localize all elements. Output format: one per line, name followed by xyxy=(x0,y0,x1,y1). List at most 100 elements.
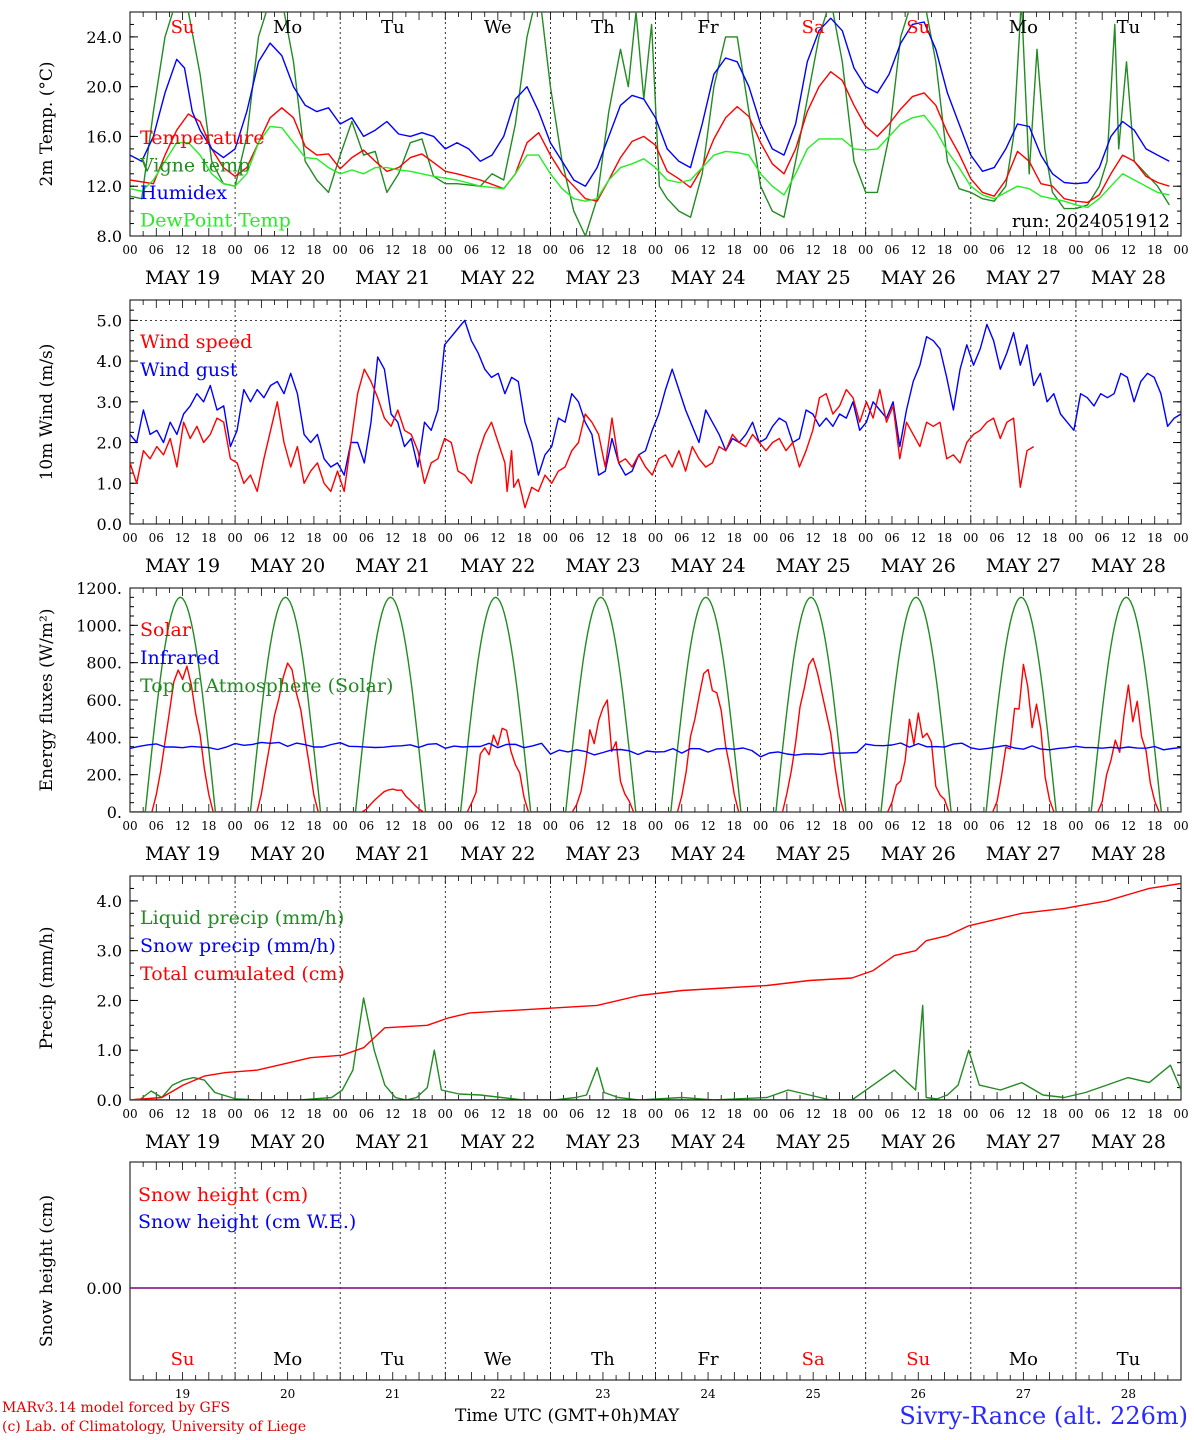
hour-tick-label: 12 xyxy=(700,531,715,545)
date-label: MAY 26 xyxy=(881,843,956,865)
hour-tick-label: 06 xyxy=(359,819,374,833)
panel-1: 8.0 12.0 16.0 20.0 24.0 2m Temp. (°C) 00 06 12 18… xyxy=(37,11,1189,289)
hour-tick-label: 06 xyxy=(674,531,689,545)
hour-tick-label: 00 xyxy=(543,243,558,257)
hour-tick-label: 06 xyxy=(149,531,164,545)
hour-tick-label: 18 xyxy=(832,531,847,545)
y-tick-label: 2.0 xyxy=(97,434,122,453)
date-label: MAY 19 xyxy=(145,1131,220,1153)
date-label: MAY 21 xyxy=(355,1131,430,1153)
hour-tick-label: 00 xyxy=(858,1107,873,1121)
hour-tick-label: 18 xyxy=(201,531,216,545)
weekday-label: Th xyxy=(591,17,615,38)
date-label: MAY 22 xyxy=(460,843,535,865)
hour-tick-label: 18 xyxy=(201,1107,216,1121)
y-tick-label: 3.0 xyxy=(97,393,122,412)
hour-tick-label: 00 xyxy=(1068,819,1083,833)
hour-tick-label: 00 xyxy=(648,819,663,833)
hour-tick-label: 06 xyxy=(779,531,794,545)
hour-tick-label: 12 xyxy=(595,243,610,257)
y-tick-label: 200. xyxy=(86,766,122,785)
y-axis-label: Precip (mm/h) xyxy=(37,926,57,1049)
date-label: MAY 21 xyxy=(355,555,430,577)
hour-tick-label: 06 xyxy=(989,819,1004,833)
date-label: MAY 20 xyxy=(250,555,325,577)
y-axis-label: 2m Temp. (°C) xyxy=(37,61,57,186)
date-label: MAY 25 xyxy=(776,1131,851,1153)
hour-tick-label: 12 xyxy=(1016,1107,1031,1121)
weekday-label: Mo xyxy=(1009,17,1038,38)
y-tick-label: 24.0 xyxy=(86,28,122,47)
weekday-label: Mo xyxy=(273,1349,302,1370)
hour-tick-label: 00 xyxy=(1068,531,1083,545)
date-label: MAY 20 xyxy=(250,843,325,865)
date-label: MAY 19 xyxy=(145,267,220,289)
hour-tick-label: 18 xyxy=(832,1107,847,1121)
date-label: MAY 19 xyxy=(145,843,220,865)
hour-tick-label: 18 xyxy=(937,531,952,545)
hour-tick-label: 06 xyxy=(674,819,689,833)
hour-tick-label: 12 xyxy=(280,819,295,833)
date-label: MAY 23 xyxy=(565,555,640,577)
series-liquid-precip-mm-h- xyxy=(130,997,1181,1100)
hour-tick-label: 12 xyxy=(1121,243,1136,257)
weekday-label: Su xyxy=(906,1349,930,1370)
legend-total-cumulated-cm-: Total cumulated (cm) xyxy=(140,963,345,985)
hour-tick-label: 06 xyxy=(884,531,899,545)
date-label: MAY 28 xyxy=(1091,843,1166,865)
hour-tick-label: 12 xyxy=(1016,243,1031,257)
y-tick-label: 3.0 xyxy=(97,942,122,961)
day-number-label: 27 xyxy=(1016,1387,1031,1401)
date-label: MAY 28 xyxy=(1091,267,1166,289)
hour-tick-label: 18 xyxy=(411,531,426,545)
date-label: MAY 28 xyxy=(1091,1131,1166,1153)
hour-tick-label: 18 xyxy=(516,1107,531,1121)
hour-tick-label: 12 xyxy=(1121,1107,1136,1121)
hour-tick-label: 00 xyxy=(438,819,453,833)
y-tick-label: 12.0 xyxy=(86,177,122,196)
legend-liquid-precip-mm-h-: Liquid precip (mm/h) xyxy=(140,907,344,929)
hour-tick-label: 12 xyxy=(490,243,505,257)
date-label: MAY 25 xyxy=(776,267,851,289)
hour-tick-label: 18 xyxy=(832,819,847,833)
hour-tick-label: 18 xyxy=(201,243,216,257)
hour-tick-label: 06 xyxy=(989,243,1004,257)
day-number-label: 21 xyxy=(385,1387,400,1401)
hour-tick-label: 18 xyxy=(306,1107,321,1121)
y-tick-label: 0. xyxy=(107,803,122,822)
hour-tick-label: 06 xyxy=(359,531,374,545)
y-tick-label: 0.0 xyxy=(97,515,122,534)
hour-tick-label: 12 xyxy=(1121,531,1136,545)
hour-tick-label: 18 xyxy=(622,243,637,257)
date-label: MAY 26 xyxy=(881,555,956,577)
hour-tick-label: 06 xyxy=(569,1107,584,1121)
hour-tick-label: 12 xyxy=(490,1107,505,1121)
hour-tick-label: 06 xyxy=(989,531,1004,545)
panel-4: 0.0 1.0 2.0 3.0 4.0 Precip (mm/h) 00 06 12 18 MAY … xyxy=(37,875,1189,1153)
weekday-label: Tu xyxy=(381,1349,405,1370)
series-group xyxy=(130,596,1181,812)
hour-tick-label: 00 xyxy=(333,243,348,257)
hour-tick-label: 00 xyxy=(753,531,768,545)
hour-tick-label: 00 xyxy=(227,1107,242,1121)
hour-tick-label: 06 xyxy=(674,1107,689,1121)
y-tick-label: 1.0 xyxy=(97,1041,122,1060)
hour-tick-label: 12 xyxy=(175,1107,190,1121)
legend-snow-precip-mm-h-: Snow precip (mm/h) xyxy=(140,935,336,957)
date-label: MAY 24 xyxy=(670,1131,745,1153)
hour-tick-label: 12 xyxy=(175,819,190,833)
y-tick-label: 1.0 xyxy=(97,474,122,493)
hour-tick-label: 06 xyxy=(149,1107,164,1121)
hour-tick-label: 18 xyxy=(516,819,531,833)
hour-tick-label: 06 xyxy=(149,819,164,833)
hour-tick-label: 06 xyxy=(254,1107,269,1121)
run-label: run: 2024051912 xyxy=(1012,211,1170,232)
date-label: MAY 25 xyxy=(776,555,851,577)
y-tick-label: 16.0 xyxy=(86,127,122,146)
hour-tick-label: 18 xyxy=(1042,531,1057,545)
day-number-label: 20 xyxy=(280,1387,295,1401)
date-label: MAY 23 xyxy=(565,843,640,865)
hour-tick-label: 12 xyxy=(280,531,295,545)
series-dewpoint-temp xyxy=(130,114,1170,209)
series-total-cumulated-cm- xyxy=(130,882,1181,1100)
